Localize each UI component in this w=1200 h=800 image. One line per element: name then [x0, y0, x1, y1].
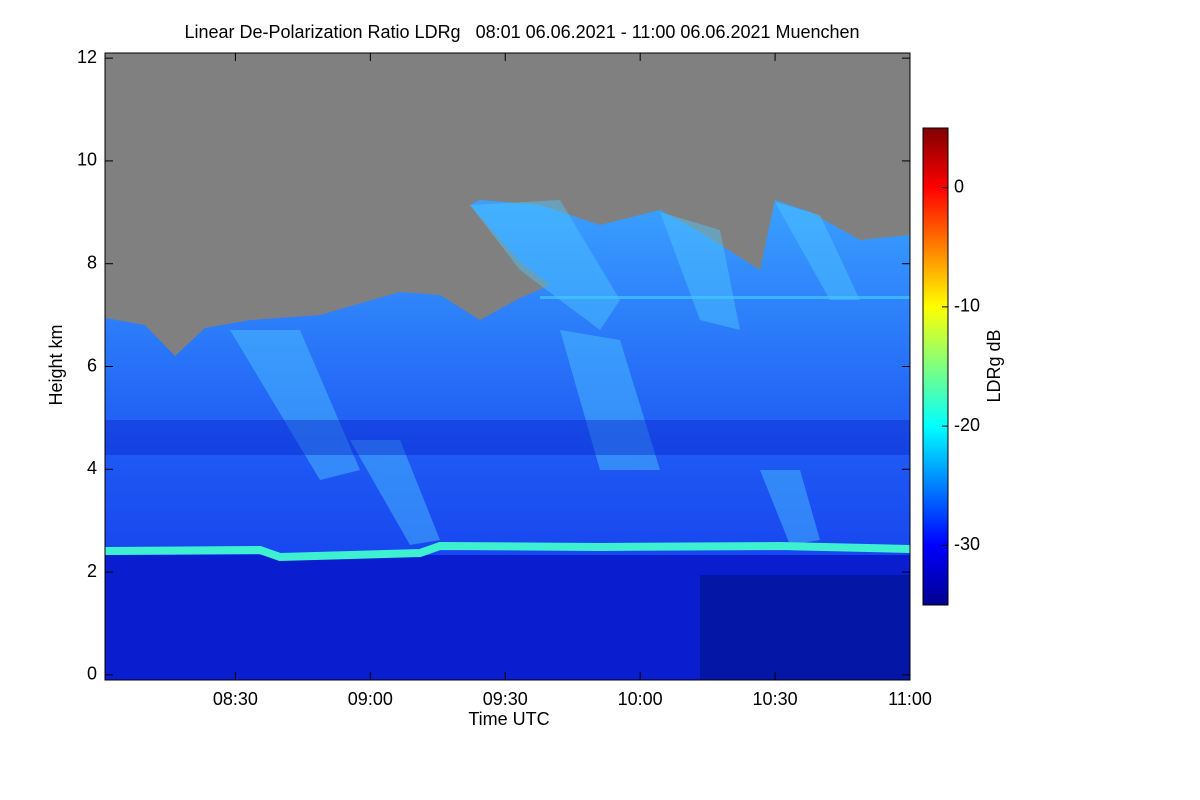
- heatmap: [105, 53, 910, 680]
- y-tick-label: 6: [87, 355, 97, 375]
- colorbar-tick-label: -10: [954, 296, 980, 316]
- chart-title: Linear De-Polarization Ratio LDRg 08:01 …: [184, 22, 859, 42]
- colorbar: [922, 127, 949, 606]
- x-tick-label: 08:30: [213, 689, 258, 709]
- y-tick-label: 2: [87, 561, 97, 581]
- y-tick-label: 10: [77, 150, 97, 170]
- y-tick-label: 0: [87, 664, 97, 684]
- colorbar-tick-label: 0: [954, 176, 964, 196]
- x-tick-label: 10:30: [753, 689, 798, 709]
- y-axis-label: Height km: [46, 324, 66, 405]
- colorbar-tick-label: -30: [954, 534, 980, 554]
- x-tick-label: 09:00: [348, 689, 393, 709]
- colorbar-label: LDRg dB: [984, 329, 1004, 402]
- y-tick-label: 8: [87, 252, 97, 272]
- colorbar-tick-label: -20: [954, 415, 980, 435]
- y-tick-label: 4: [87, 458, 97, 478]
- x-tick-label: 09:30: [483, 689, 528, 709]
- y-tick-label: 12: [77, 47, 97, 67]
- x-tick-label: 10:00: [618, 689, 663, 709]
- x-axis-label: Time UTC: [468, 709, 549, 729]
- x-tick-label: 11:00: [888, 689, 932, 709]
